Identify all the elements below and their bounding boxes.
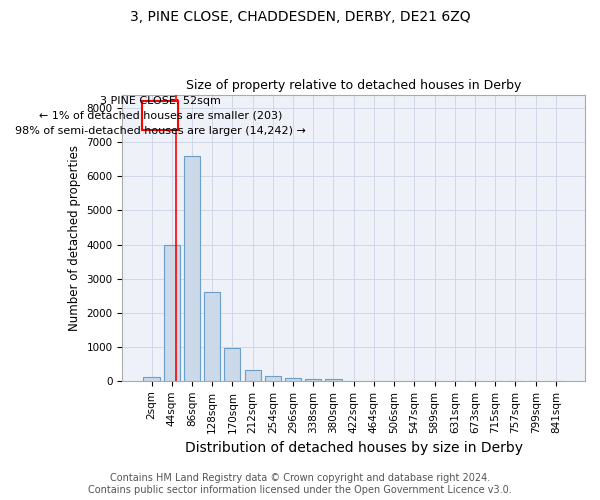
Bar bbox=[143, 378, 160, 381]
Y-axis label: Number of detached properties: Number of detached properties bbox=[68, 144, 81, 330]
Bar bbox=[285, 378, 301, 381]
Title: Size of property relative to detached houses in Derby: Size of property relative to detached ho… bbox=[186, 79, 521, 92]
Bar bbox=[245, 370, 261, 381]
Bar bbox=[224, 348, 241, 381]
FancyBboxPatch shape bbox=[142, 102, 178, 130]
Bar bbox=[164, 244, 180, 381]
Text: 3, PINE CLOSE, CHADDESDEN, DERBY, DE21 6ZQ: 3, PINE CLOSE, CHADDESDEN, DERBY, DE21 6… bbox=[130, 10, 470, 24]
Text: Contains HM Land Registry data © Crown copyright and database right 2024.
Contai: Contains HM Land Registry data © Crown c… bbox=[88, 474, 512, 495]
Bar bbox=[204, 292, 220, 381]
Bar bbox=[184, 156, 200, 381]
Bar bbox=[305, 379, 322, 381]
X-axis label: Distribution of detached houses by size in Derby: Distribution of detached houses by size … bbox=[185, 441, 523, 455]
Bar bbox=[265, 376, 281, 381]
Text: 3 PINE CLOSE: 52sqm
← 1% of detached houses are smaller (203)
98% of semi-detach: 3 PINE CLOSE: 52sqm ← 1% of detached hou… bbox=[15, 96, 305, 136]
Bar bbox=[325, 379, 341, 381]
